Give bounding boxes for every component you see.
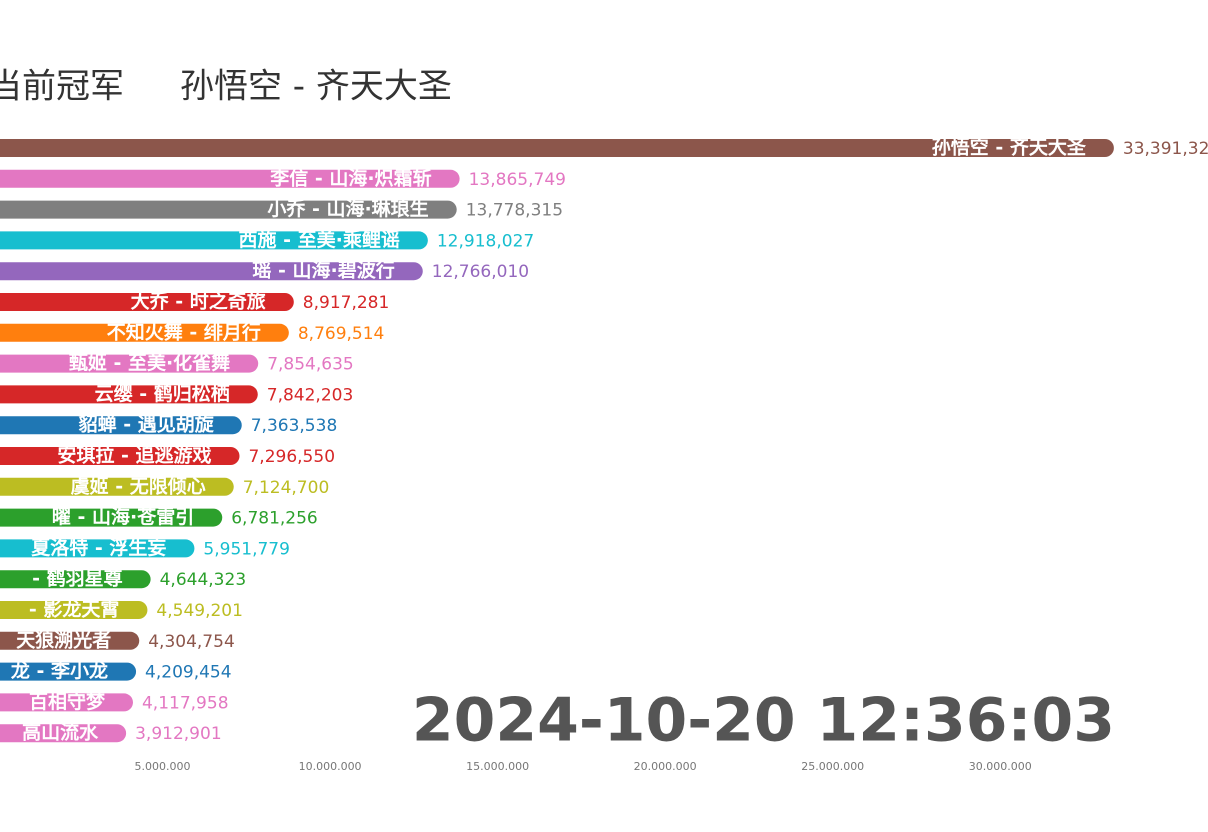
bar-label: 夏洛特 - 浮生妄 <box>31 536 166 559</box>
x-tick-label: 15.000.000 <box>466 760 529 773</box>
bar-label: 曜 - 山海·苍雷引 <box>52 505 194 528</box>
bar-label: 瑶 - 山海·碧波行 <box>252 259 394 282</box>
value-label: 13,778,315 <box>466 201 563 221</box>
date-annotation: 2024-10-20 12:36:03 <box>412 686 1115 756</box>
bar <box>0 724 127 743</box>
value-label: 3,912,901 <box>135 724 222 744</box>
bar <box>0 693 133 712</box>
bar-label: 不知火舞 - 绯月行 <box>107 320 261 343</box>
bar-label: 百相守梦 <box>29 690 106 713</box>
bar-label: 云缨 - 鹤归松栖 <box>95 382 230 405</box>
value-label: 6,781,256 <box>231 509 318 529</box>
value-label: 12,766,010 <box>432 262 529 282</box>
bar-label: 虞姬 - 无限倾心 <box>71 474 206 497</box>
value-label: 4,644,323 <box>160 570 247 590</box>
bar <box>0 631 140 650</box>
value-label: 7,124,700 <box>243 478 330 498</box>
value-label: 7,854,635 <box>267 355 354 375</box>
bar <box>0 262 423 281</box>
bar <box>0 200 457 219</box>
chart-subtitle: 孙悟空 - 齐天大圣 <box>180 67 452 107</box>
bar <box>0 231 428 250</box>
bar <box>0 447 240 465</box>
value-label: 7,296,550 <box>248 447 335 467</box>
value-label: 13,865,749 <box>469 170 566 190</box>
bar-label: 小乔 - 山海·琳琅生 <box>267 197 428 220</box>
bar <box>0 293 294 311</box>
value-label: 8,769,514 <box>298 324 385 344</box>
bar <box>0 570 151 589</box>
bar-label: - 鹤羽星尊 <box>32 567 123 590</box>
x-tick-label: 25.000.000 <box>801 760 864 773</box>
bar-label: 西施 - 至美·乘鲤谣 <box>239 228 400 251</box>
value-label: 7,363,538 <box>251 416 338 436</box>
value-label: 12,918,027 <box>437 231 534 251</box>
bar-label: 甄姬 - 至美·化雀舞 <box>69 351 230 374</box>
bar-label: 李信 - 山海·炽霜斩 <box>269 166 431 189</box>
bar <box>0 416 242 435</box>
x-tick-label: 30.000.000 <box>969 760 1032 773</box>
x-tick-label: 5.000.000 <box>135 760 191 773</box>
bar-label: 孙悟空 - 齐天大圣 <box>932 136 1087 159</box>
value-label: 4,549,201 <box>156 601 243 621</box>
bar-label: - 影龙天霄 <box>29 598 120 621</box>
bar <box>0 477 234 496</box>
bar-label: 龙 - 李小龙 <box>11 659 108 682</box>
bar <box>0 539 195 558</box>
value-label: 4,209,454 <box>145 663 232 683</box>
value-label: 8,917,281 <box>303 293 390 313</box>
x-tick-label: 20.000.000 <box>634 760 697 773</box>
x-tick-label: 10.000.000 <box>299 760 362 773</box>
chart-title: 当前冠军 <box>0 67 124 107</box>
bar-label: 天狼溯光者 <box>16 628 111 651</box>
bar-label: 貂蝉 - 遇见胡旋 <box>78 413 215 436</box>
bar <box>0 662 137 681</box>
value-label: 7,842,203 <box>267 385 354 405</box>
bar <box>0 323 289 342</box>
value-label: 5,951,779 <box>203 539 290 559</box>
bar-label: 大乔 - 时之奇旅 <box>131 290 266 313</box>
bar-label: 安琪拉 - 追逃游戏 <box>57 444 211 467</box>
value-label: 4,304,754 <box>148 632 235 652</box>
bar <box>0 169 460 188</box>
bar <box>0 354 259 373</box>
value-label: 4,117,958 <box>142 693 229 713</box>
bar <box>0 139 1114 157</box>
bar <box>0 601 148 619</box>
value-label: 33,391,32 <box>1123 139 1208 159</box>
bar <box>0 508 223 527</box>
bar-label: 高山流水 <box>22 721 99 744</box>
bar <box>0 385 258 404</box>
